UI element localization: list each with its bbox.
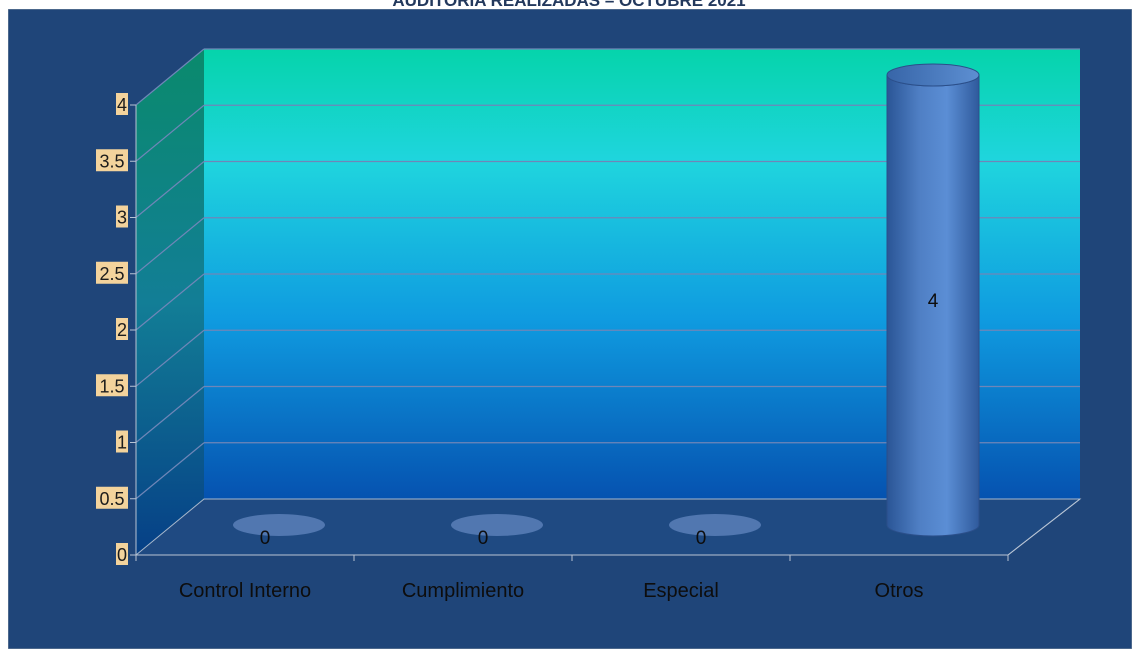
bar-top xyxy=(886,63,980,87)
y-tick-label-bg xyxy=(116,318,128,340)
data-label: 0 xyxy=(696,528,707,549)
y-tick-label-bg xyxy=(96,486,128,509)
y-axis: 0 0.5 1 1.5 2 2.5 3 3.5 4 xyxy=(96,93,137,565)
x-tick-label: Cumplimiento xyxy=(402,580,524,602)
data-label: 0 xyxy=(478,528,489,549)
y-tick-label: 0.5 xyxy=(99,489,124,509)
y-tick-label-bg xyxy=(96,374,128,397)
y-tick-label-bg xyxy=(116,430,128,453)
y-tick-label: 2 xyxy=(117,320,127,340)
gridline-side xyxy=(135,386,205,443)
bar: 0 xyxy=(669,514,761,549)
y-tick-label-bg xyxy=(96,261,128,284)
chart-title: AUDITORIA REALIZADAS – OCTUBRE 2021 xyxy=(392,0,746,10)
gridline-side xyxy=(135,442,205,500)
y-tick-label: 3.5 xyxy=(99,151,124,171)
bars: 0 0 0 4 xyxy=(233,63,980,549)
gridline-side xyxy=(135,329,205,387)
data-label: 4 xyxy=(928,291,939,312)
bar-base xyxy=(451,514,543,536)
gridline-side xyxy=(135,104,205,162)
chart-area: 0 0.5 1 1.5 2 2.5 3 3.5 4 Control Interno Cumplim… xyxy=(8,9,1132,649)
bar: 4 xyxy=(886,63,980,537)
y-tick-label: 1 xyxy=(117,433,127,453)
gridline-side xyxy=(135,48,205,106)
gridline-side xyxy=(135,273,205,331)
floor-edge xyxy=(1007,498,1081,556)
gridline-side xyxy=(135,161,205,218)
bar: 0 xyxy=(451,514,543,549)
bar-base xyxy=(669,514,761,536)
y-tick-label: 3 xyxy=(117,208,127,228)
y-tick-label-bg xyxy=(116,205,128,228)
y-tick-label: 1.5 xyxy=(99,376,124,396)
bar-base xyxy=(233,514,325,536)
x-tick-label: Especial xyxy=(643,580,719,602)
y-tick-label: 2.5 xyxy=(99,264,124,284)
bar: 0 xyxy=(233,514,325,549)
x-tick-label: Otros xyxy=(875,580,924,602)
gridline-side xyxy=(135,217,205,275)
x-tick-label: Control Interno xyxy=(179,580,311,602)
y-tick-label-bg xyxy=(116,93,128,115)
y-tick-label: 0 xyxy=(117,545,127,565)
data-label: 0 xyxy=(260,528,271,549)
y-tick-label-bg xyxy=(96,149,128,172)
y-tick-label-bg xyxy=(116,543,128,565)
y-tick-label: 4 xyxy=(117,95,127,115)
x-axis: Control Interno Cumplimiento Especial Otros xyxy=(135,498,1081,602)
